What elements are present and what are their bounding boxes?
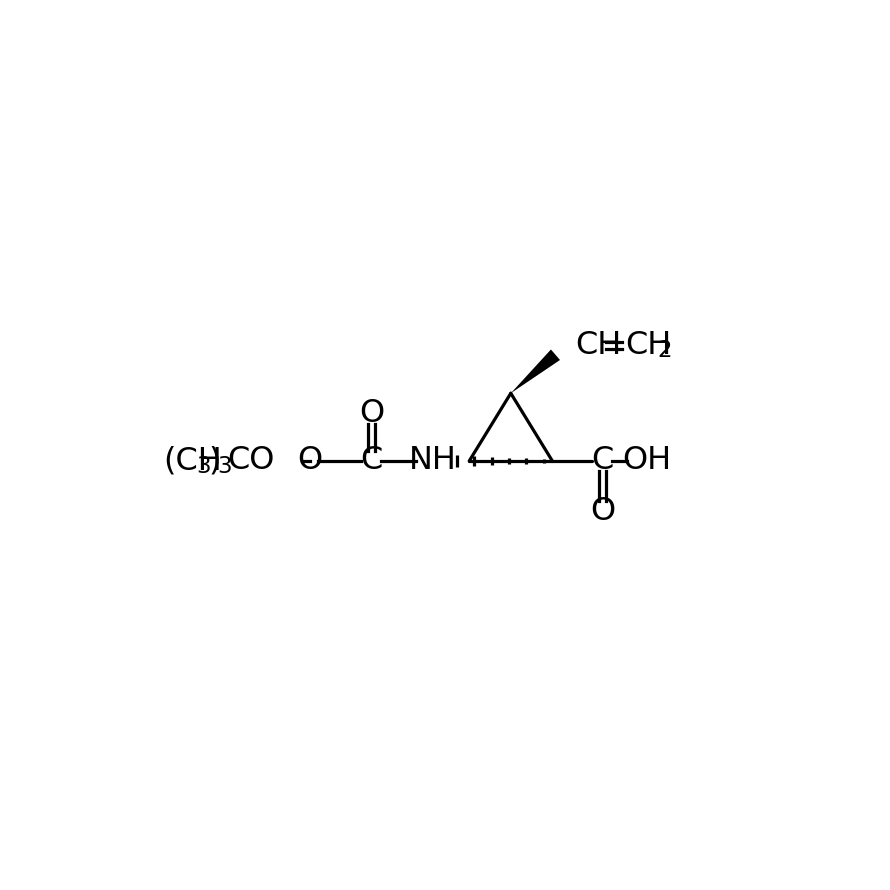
Text: CH: CH: [626, 330, 672, 361]
Text: 2: 2: [658, 339, 672, 362]
Text: O: O: [297, 446, 322, 476]
Polygon shape: [511, 350, 560, 393]
Text: O: O: [590, 497, 615, 527]
Text: CO: CO: [228, 446, 275, 476]
Text: OH: OH: [622, 446, 672, 476]
Text: 3: 3: [217, 455, 232, 478]
Text: O: O: [359, 398, 384, 429]
Text: NH: NH: [409, 446, 457, 476]
Text: 3: 3: [197, 455, 211, 478]
Text: C: C: [360, 446, 383, 476]
Text: (CH: (CH: [164, 446, 222, 476]
Text: C: C: [591, 446, 613, 476]
Text: ): ): [208, 446, 221, 476]
Text: CH: CH: [576, 330, 622, 361]
